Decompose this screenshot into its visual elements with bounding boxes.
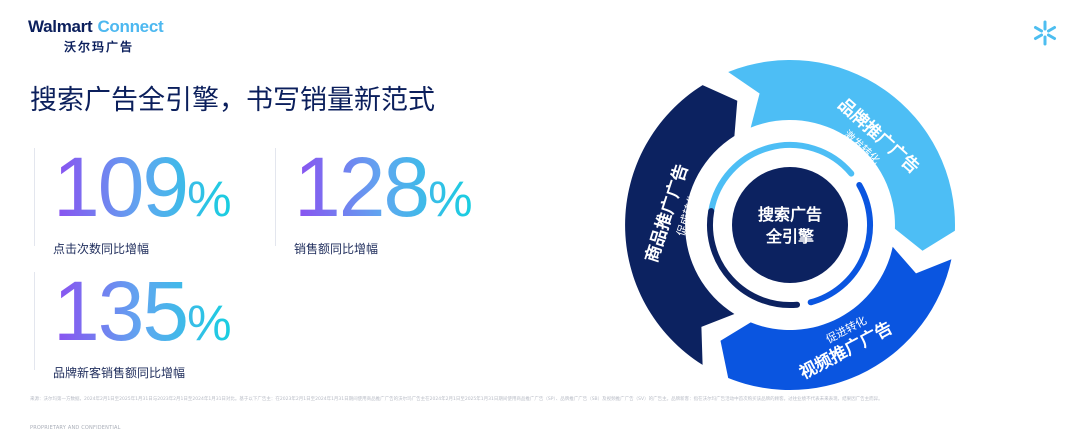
- stat-unit: %: [187, 171, 232, 227]
- stat-unit: %: [428, 171, 473, 227]
- segment-brand-ads: [728, 59, 956, 251]
- page-title: 搜索广告全引擎，书写销量新范式: [30, 85, 435, 116]
- logo-brand-walmart: Walmart: [28, 17, 93, 36]
- center-line-2: 全引擎: [765, 227, 815, 246]
- walmart-connect-logo: Walmart Connect 沃尔玛广告: [28, 17, 164, 54]
- stat-sales: 128% 销售额同比增幅: [275, 148, 473, 256]
- stat-clicks: 109% 点击次数同比增幅: [34, 148, 232, 256]
- walmart-spark-icon: [1033, 20, 1057, 46]
- footnote: 来源：沃尔玛第一方数据，2024年2月1日至2025年1月31日与2023年2月…: [30, 397, 883, 402]
- inner-arc-blue: [807, 182, 873, 306]
- stat-value: 135: [53, 264, 188, 358]
- stat-new-buyer-sales: 135% 品牌新客销售额同比增幅: [34, 272, 232, 380]
- segment-video-ads: [720, 246, 952, 391]
- center-circle: [732, 167, 848, 283]
- stat-label: 销售额同比增幅: [294, 242, 379, 256]
- segment-product-ads: [625, 85, 738, 365]
- inner-arc-light: [708, 142, 855, 215]
- stat-value: 128: [294, 140, 429, 234]
- center-line-1: 搜索广告: [758, 205, 822, 224]
- search-ads-cycle-diagram: 搜索广告 全引擎 品牌推广广告 激发转化 促进转化 视频推广广告 商品推广广告 …: [625, 59, 956, 391]
- inner-arc-navy: [706, 208, 800, 309]
- confidential-notice: PROPRIETARY AND CONFIDENTIAL: [30, 425, 121, 431]
- stat-label: 点击次数同比增幅: [53, 242, 150, 256]
- stat-unit: %: [187, 295, 232, 351]
- logo-brand-connect: Connect: [97, 17, 164, 36]
- logo-chinese: 沃尔玛广告: [64, 40, 135, 54]
- stat-value: 109: [53, 140, 188, 234]
- stat-label: 品牌新客销售额同比增幅: [53, 366, 186, 380]
